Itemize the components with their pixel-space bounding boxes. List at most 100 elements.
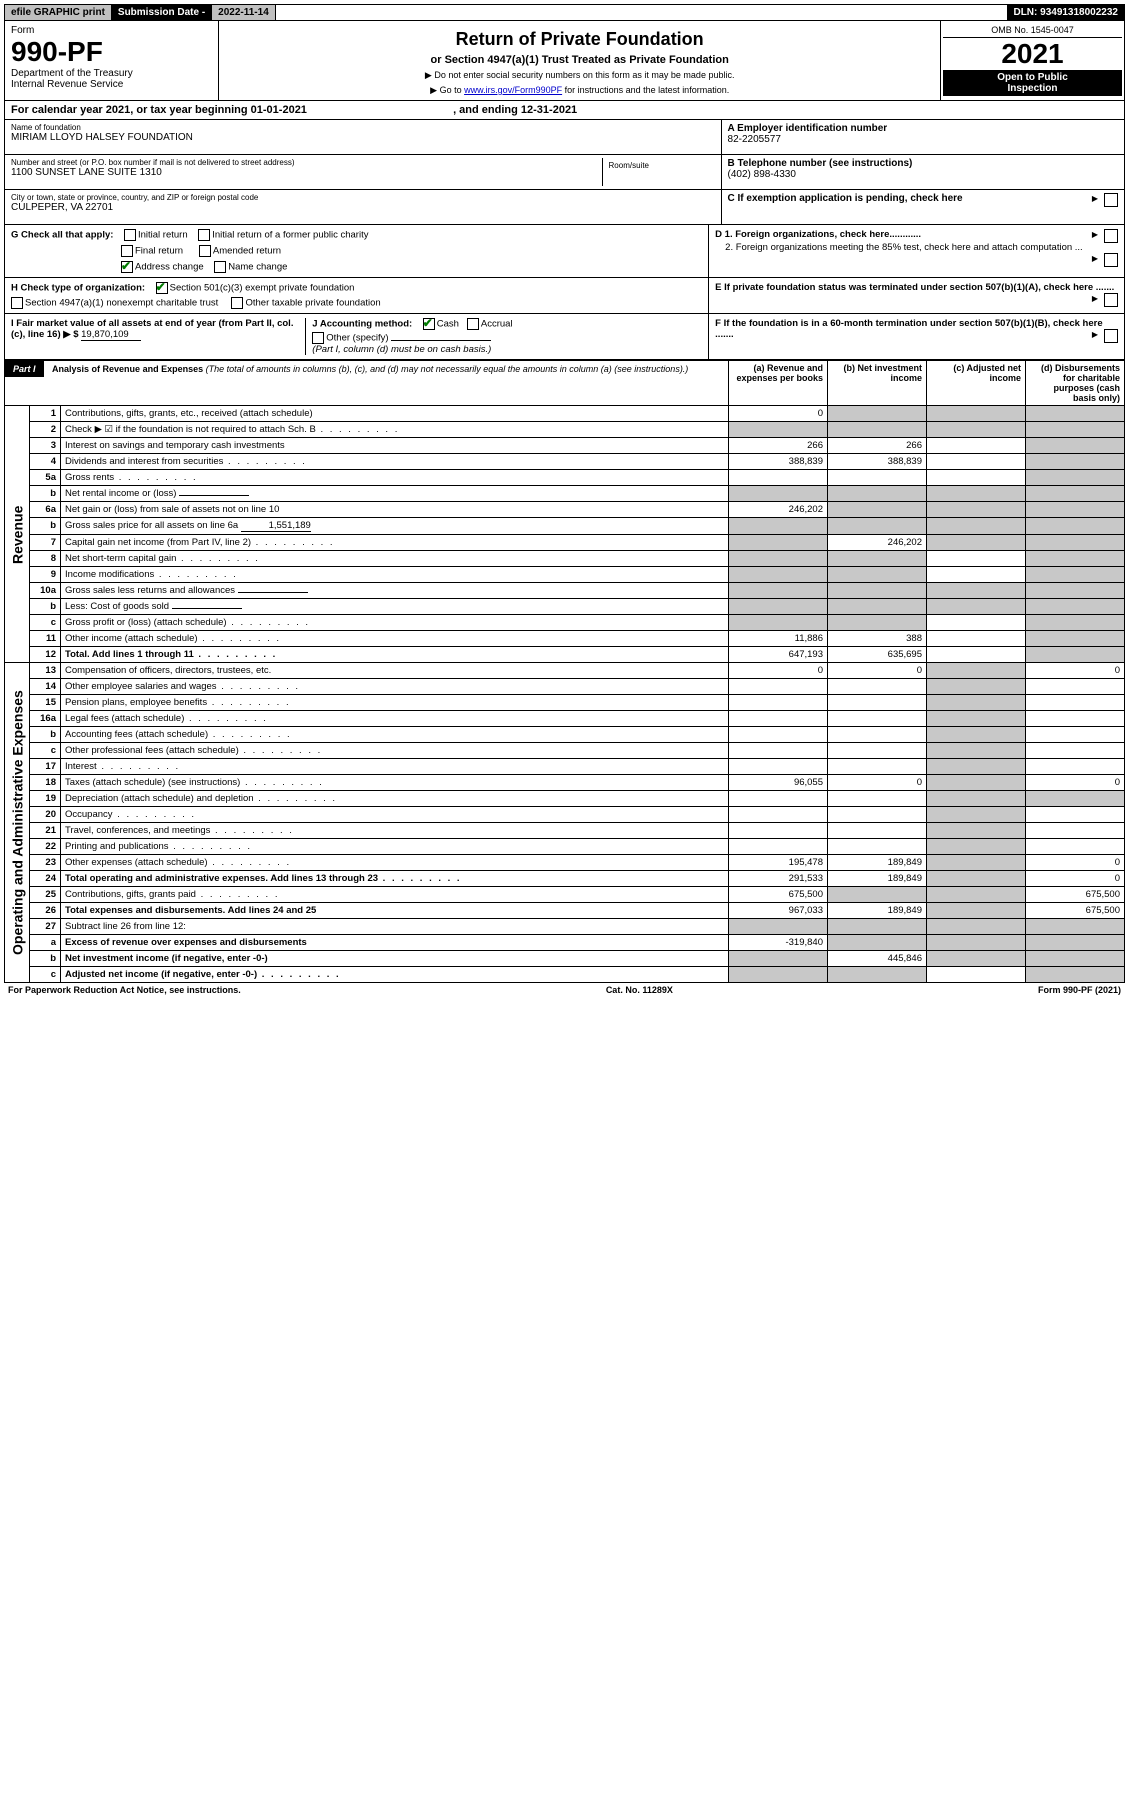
line-number: b <box>30 951 61 967</box>
line-number: 18 <box>30 775 61 791</box>
amount-cell: 195,478 <box>729 855 828 871</box>
amount-cell <box>927 647 1026 663</box>
amount-cell <box>1026 759 1125 775</box>
amount-cell: 11,886 <box>729 631 828 647</box>
line-number: 7 <box>30 535 61 551</box>
cal-mid: , and ending <box>453 104 521 116</box>
submission-date-value: 2022-11-14 <box>212 5 276 20</box>
line-description: Interest <box>61 759 729 775</box>
amount-cell <box>729 695 828 711</box>
efile-print-button[interactable]: efile GRAPHIC print <box>5 5 112 20</box>
amount-cell <box>927 727 1026 743</box>
amount-cell <box>729 518 828 535</box>
amount-cell <box>927 823 1026 839</box>
chk-other-tax[interactable] <box>231 297 243 309</box>
opt-address: Address change <box>135 262 204 273</box>
chk-address-change[interactable] <box>121 261 133 273</box>
amount-cell <box>828 887 927 903</box>
amount-cell: 388 <box>828 631 927 647</box>
chk-amended[interactable] <box>199 245 211 257</box>
amount-cell <box>927 631 1026 647</box>
amount-cell <box>927 935 1026 951</box>
amount-cell <box>1026 406 1125 422</box>
amount-cell: 246,202 <box>828 535 927 551</box>
amount-cell <box>1026 743 1125 759</box>
line-description: Gross rents <box>61 470 729 486</box>
f-checkbox[interactable] <box>1104 329 1118 343</box>
name-label: Name of foundation <box>11 123 715 132</box>
amount-cell <box>828 518 927 535</box>
amount-cell <box>1026 695 1125 711</box>
line-description: Income modifications <box>61 567 729 583</box>
form-label: Form <box>11 25 212 36</box>
chk-initial-former[interactable] <box>198 229 210 241</box>
amount-cell <box>729 470 828 486</box>
line-description: Gross sales less returns and allowances <box>61 583 729 599</box>
chk-cash[interactable] <box>423 318 435 330</box>
amount-cell <box>828 486 927 502</box>
amount-cell: 246,202 <box>729 502 828 518</box>
amount-cell: 96,055 <box>729 775 828 791</box>
chk-initial-return[interactable] <box>124 229 136 241</box>
amount-cell <box>828 823 927 839</box>
phone-value: (402) 898-4330 <box>728 169 1118 180</box>
amount-cell: 388,839 <box>729 454 828 470</box>
part1-table: Part I Analysis of Revenue and Expenses … <box>4 360 1125 983</box>
e-checkbox[interactable] <box>1104 293 1118 307</box>
amount-cell <box>927 438 1026 454</box>
line-description: Compensation of officers, directors, tru… <box>61 663 729 679</box>
amount-cell <box>927 759 1026 775</box>
amount-cell <box>828 807 927 823</box>
line-description: Other income (attach schedule) <box>61 631 729 647</box>
amount-cell <box>927 887 1026 903</box>
amount-cell: 647,193 <box>729 647 828 663</box>
amount-cell <box>828 711 927 727</box>
chk-501c3[interactable] <box>156 282 168 294</box>
opt-initial: Initial return <box>138 230 188 241</box>
ein-label: A Employer identification number <box>728 123 1118 134</box>
amount-cell <box>828 599 927 615</box>
d2-checkbox[interactable] <box>1104 253 1118 267</box>
amount-cell <box>1026 502 1125 518</box>
chk-final[interactable] <box>121 245 133 257</box>
irs-link[interactable]: www.irs.gov/Form990PF <box>464 85 562 95</box>
amount-cell <box>828 615 927 631</box>
address-value: 1100 SUNSET LANE SUITE 1310 <box>11 167 602 178</box>
amount-cell <box>1026 438 1125 454</box>
amount-cell <box>1026 631 1125 647</box>
opt-other-tax: Other taxable private foundation <box>245 298 380 309</box>
amount-cell <box>1026 551 1125 567</box>
line-description: Travel, conferences, and meetings <box>61 823 729 839</box>
amount-cell: 266 <box>729 438 828 454</box>
amount-cell <box>927 599 1026 615</box>
line-description: Net short-term capital gain <box>61 551 729 567</box>
dln-value: DLN: 93491318002232 <box>1007 5 1124 20</box>
amount-cell <box>828 551 927 567</box>
amount-cell <box>729 791 828 807</box>
amount-cell <box>729 567 828 583</box>
instruction-2-post: for instructions and the latest informat… <box>565 85 730 95</box>
line-number: 10a <box>30 583 61 599</box>
chk-4947[interactable] <box>11 297 23 309</box>
amount-cell: 675,500 <box>729 887 828 903</box>
d1-checkbox[interactable] <box>1104 229 1118 243</box>
amount-cell <box>1026 935 1125 951</box>
amount-cell <box>927 711 1026 727</box>
line-number: 11 <box>30 631 61 647</box>
amount-cell <box>927 615 1026 631</box>
line-number: 13 <box>30 663 61 679</box>
amount-cell <box>729 711 828 727</box>
line-description: Adjusted net income (if negative, enter … <box>61 967 729 983</box>
cal-end: 12-31-2021 <box>521 104 577 116</box>
part1-note: (The total of amounts in columns (b), (c… <box>206 364 689 374</box>
amount-cell: 189,849 <box>828 903 927 919</box>
line-description: Gross profit or (loss) (attach schedule) <box>61 615 729 631</box>
amount-cell <box>927 502 1026 518</box>
chk-other-method[interactable] <box>312 332 324 344</box>
chk-accrual[interactable] <box>467 318 479 330</box>
chk-name-change[interactable] <box>214 261 226 273</box>
exemption-checkbox[interactable] <box>1104 193 1118 207</box>
calendar-year-row: For calendar year 2021, or tax year begi… <box>4 101 1125 120</box>
open-public-2: Inspection <box>945 83 1120 94</box>
form-title: Return of Private Foundation <box>227 29 932 50</box>
